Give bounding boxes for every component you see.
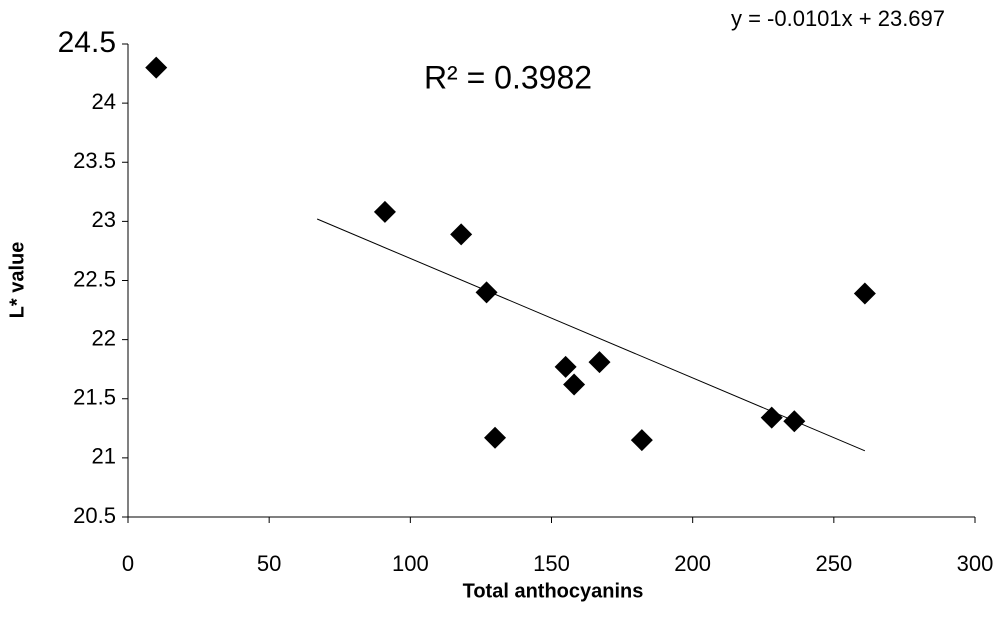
y-tick-label: 23.5 [73,148,116,173]
point [588,351,611,374]
y-tick-label: 23 [92,207,116,232]
point [450,223,473,246]
point [554,355,577,378]
trend-equation: y = -0.0101x + 23.697 [731,6,945,31]
r-squared: R² = 0.3982 [424,59,592,95]
y-tick-label: 21.5 [73,385,116,410]
y-tick-label: 24.5 [58,26,116,59]
y-tick-label: 24 [92,89,116,114]
y-axis-title: L* value [6,242,28,319]
point [484,426,507,449]
point [853,282,876,305]
x-tick-label: 0 [122,551,134,576]
x-tick-label: 250 [815,551,852,576]
x-axis-title: Total anthocyanins [463,580,644,602]
y-tick-label: 20.5 [73,503,116,528]
y-tick-label: 22 [92,325,116,350]
y-tick-label: 22.5 [73,266,116,291]
x-tick-label: 100 [392,551,429,576]
point [475,281,498,304]
point [145,56,168,79]
point [373,200,396,223]
point [630,429,653,452]
x-tick-label: 150 [533,551,570,576]
x-tick-label: 50 [257,551,281,576]
point [563,373,586,396]
point [760,406,783,429]
y-tick-label: 21 [92,444,116,469]
trendline [316,218,866,452]
point [783,410,806,433]
x-tick-label: 200 [674,551,711,576]
x-tick-label: 300 [957,551,994,576]
